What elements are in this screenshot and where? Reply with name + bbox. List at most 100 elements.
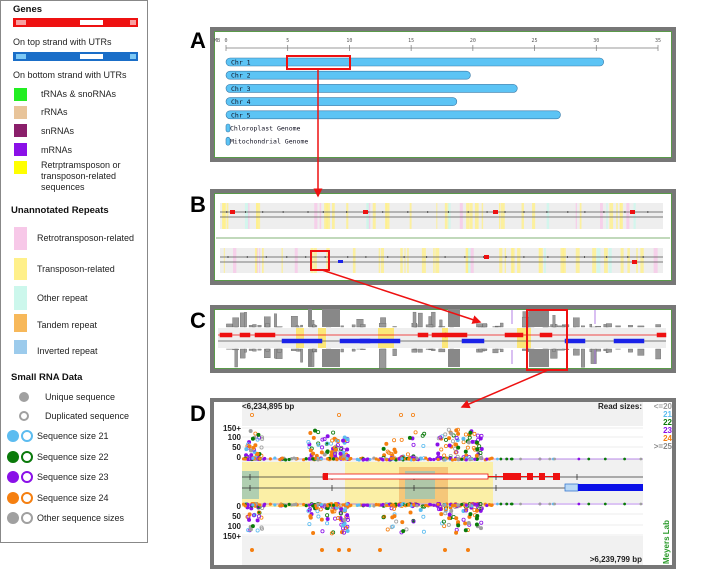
srna-abundance-bar bbox=[603, 324, 607, 328]
srna-read-point bbox=[422, 431, 427, 436]
srna-read-point bbox=[453, 503, 457, 507]
srna-outlier-point bbox=[336, 412, 341, 417]
axis-tick-label: 15 bbox=[408, 38, 414, 44]
zoom-selection-b bbox=[310, 250, 330, 271]
srna-abundance-bar bbox=[274, 313, 277, 328]
srna-read-point bbox=[429, 457, 433, 462]
srna-read-point bbox=[273, 456, 277, 460]
repeat-mark bbox=[314, 203, 318, 229]
srna-read-point bbox=[553, 457, 557, 461]
srna-read-point bbox=[392, 514, 397, 519]
srna-abundance-bar bbox=[500, 348, 504, 353]
srna-abundance-bar bbox=[360, 324, 366, 328]
srna-read-point bbox=[377, 503, 381, 507]
top-strand-gene-swatch bbox=[13, 18, 138, 27]
srna-read-point bbox=[412, 503, 416, 507]
srna-read-point bbox=[450, 439, 455, 444]
axis-tick-label: 20 bbox=[470, 38, 476, 44]
srna-read-point bbox=[304, 504, 308, 508]
srna-read-point bbox=[553, 502, 557, 506]
srna-read-point bbox=[246, 457, 250, 461]
repeat-mark bbox=[626, 203, 630, 229]
srna-outlier-point bbox=[249, 412, 254, 417]
srna-read-point bbox=[258, 503, 262, 507]
srna-read-point bbox=[460, 502, 464, 507]
srna-read-point bbox=[278, 504, 282, 508]
size-hollow-icon bbox=[21, 430, 33, 442]
srna-abundance-bar bbox=[637, 325, 645, 328]
srna-read-point bbox=[439, 512, 444, 517]
srna-read-point bbox=[432, 457, 436, 462]
srna-read-point bbox=[260, 526, 265, 531]
srna-read-point bbox=[255, 528, 260, 533]
legend-rrnas: rRNAs bbox=[41, 107, 68, 117]
srna-read-point bbox=[468, 503, 472, 507]
srna-read-point bbox=[307, 457, 311, 461]
srna-read-point bbox=[475, 447, 480, 452]
srna-read-point bbox=[294, 502, 298, 506]
srna-read-point bbox=[392, 456, 396, 460]
srna-read-point bbox=[456, 445, 461, 450]
srna-abundance-bar bbox=[522, 316, 529, 328]
srna-abundance-bar bbox=[300, 324, 303, 328]
repeat-mark bbox=[247, 203, 250, 229]
srna-read-point bbox=[411, 442, 416, 447]
read-size-label: 22 bbox=[663, 418, 672, 427]
srna-read-point bbox=[603, 502, 607, 506]
srna-read-point bbox=[260, 506, 265, 511]
repeat-mark bbox=[310, 248, 314, 273]
legend-mrnas: mRNAs bbox=[41, 145, 72, 155]
credit-label: Meyers Lab bbox=[662, 520, 671, 564]
repeat-mark bbox=[435, 248, 440, 273]
srna-read-point bbox=[392, 438, 397, 443]
srna-read-point bbox=[392, 503, 396, 507]
srna-read-point bbox=[318, 507, 323, 512]
top-strand-gene bbox=[254, 332, 276, 338]
srna-abundance-bar bbox=[226, 323, 233, 328]
srna-read-point bbox=[308, 448, 313, 453]
gene-marker bbox=[338, 260, 343, 263]
srna-read-point bbox=[283, 504, 288, 508]
y-axis-label-bottom: 0 bbox=[237, 502, 242, 511]
srna-outlier-point bbox=[249, 548, 254, 553]
srna-read-point bbox=[381, 515, 386, 520]
srna-read-point bbox=[336, 438, 341, 443]
repeat-mark bbox=[616, 203, 618, 229]
top-gene-start bbox=[323, 473, 328, 480]
repeat-mark bbox=[436, 203, 438, 229]
repeat-mark bbox=[599, 203, 603, 229]
srna-read-point bbox=[341, 523, 346, 528]
organelle-label: Mitochondrial Genome bbox=[230, 138, 308, 146]
repeat-highlight bbox=[318, 328, 326, 348]
srna-read-point bbox=[499, 502, 503, 506]
axis-tick-label: 10 bbox=[346, 38, 352, 44]
repeat-mark bbox=[609, 203, 614, 229]
repeat-mark bbox=[378, 248, 380, 273]
srna-read-point bbox=[343, 507, 348, 512]
srna-read-point bbox=[447, 516, 452, 521]
srna-read-point bbox=[345, 447, 350, 452]
srna-abundance-bar bbox=[232, 348, 239, 351]
srna-read-point bbox=[421, 529, 426, 534]
srna-read-point bbox=[334, 457, 339, 461]
srna-read-point bbox=[466, 520, 471, 525]
bottom-gene-exon bbox=[578, 484, 643, 491]
repeat-mark bbox=[404, 248, 406, 273]
repeat-mark bbox=[575, 248, 580, 273]
srna-read-point bbox=[603, 457, 607, 461]
gene-marker bbox=[484, 255, 489, 259]
repeat-mark bbox=[256, 203, 261, 229]
srna-read-point bbox=[473, 457, 477, 461]
repeat-mark bbox=[254, 248, 258, 273]
repeat-mark bbox=[633, 203, 636, 229]
srna-read-point bbox=[308, 515, 313, 520]
srna-read-point bbox=[450, 458, 455, 462]
chromosome-bar bbox=[225, 70, 471, 80]
srna-abundance-bar bbox=[590, 348, 597, 364]
srna-abundance-bar bbox=[379, 348, 387, 369]
srna-read-point bbox=[384, 441, 389, 446]
srna-read-point bbox=[268, 502, 272, 506]
size-filled-icon bbox=[7, 512, 19, 524]
srna-read-point bbox=[499, 457, 503, 461]
size-hollow-icon bbox=[21, 450, 33, 463]
